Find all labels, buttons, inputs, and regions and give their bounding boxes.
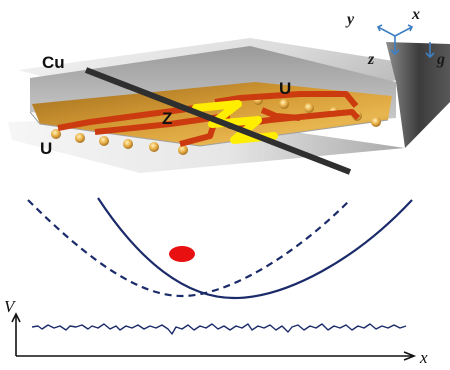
u-trace-right [214, 91, 359, 108]
potential-curve-dashed [27, 199, 351, 298]
axis-label-x: x [411, 6, 420, 23]
bond-pads-front [51, 129, 188, 155]
label-u-right: U [279, 79, 291, 98]
potential-curve-solid [97, 197, 413, 300]
plot-xlabel: x [419, 348, 428, 367]
rough-potential-trace [31, 323, 407, 335]
bond-pad [75, 133, 85, 143]
bond-pad [99, 136, 109, 146]
axis-arrow-y [377, 26, 396, 37]
bond-pad [371, 117, 381, 127]
chip-right-face [386, 42, 450, 148]
label-cu: Cu [42, 53, 65, 72]
bond-pad [279, 99, 289, 109]
z-wire [192, 100, 278, 144]
axis-label-g: g [436, 51, 445, 68]
label-u-left: U [40, 139, 52, 158]
axis-arrow-x [394, 26, 413, 37]
bond-pad [178, 145, 188, 155]
axis-label-z: z [367, 51, 375, 68]
bond-pad [123, 139, 133, 149]
axis-label-y: y [345, 11, 355, 28]
chip-housing [8, 38, 450, 173]
particle [169, 246, 195, 262]
plot-ylabel: V [4, 297, 17, 316]
u-trace-mid-right [260, 107, 301, 121]
u-trace-mid [179, 123, 217, 147]
z-wire-path [192, 100, 278, 144]
coordinate-axes [376, 24, 435, 59]
bond-pad [304, 103, 314, 113]
bond-pad [149, 142, 159, 152]
label-z: Z [162, 109, 172, 128]
bond-pad [51, 129, 61, 139]
plot-axes [11, 312, 417, 361]
cu-wire [84, 67, 352, 175]
